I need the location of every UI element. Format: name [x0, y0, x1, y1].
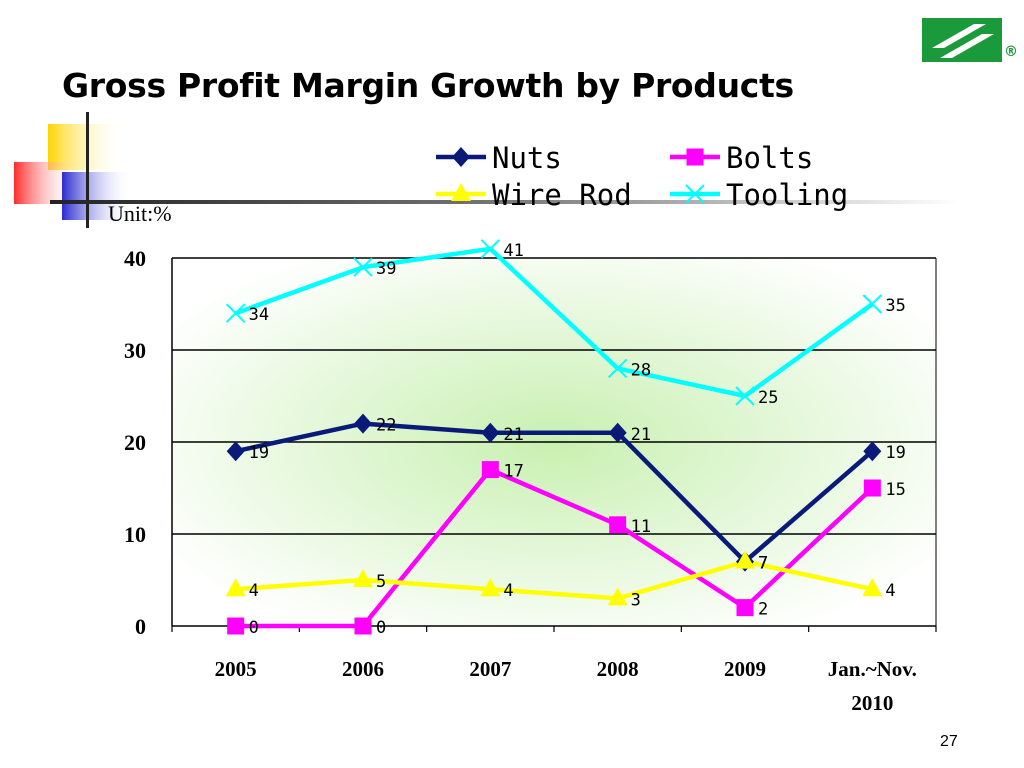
series-line-tooling — [234, 246, 874, 399]
y-tick-label: 0 — [135, 614, 146, 639]
data-point-square — [609, 516, 627, 534]
data-label: 4 — [249, 581, 259, 601]
data-label: 34 — [249, 305, 269, 325]
data-point-triangle — [480, 578, 501, 597]
legend-label: Wire Rod — [492, 178, 632, 212]
registered-mark: ® — [1004, 44, 1018, 60]
company-logo — [922, 18, 1002, 62]
data-point-x — [685, 184, 705, 204]
data-label: 21 — [631, 425, 651, 445]
data-point-triangle — [735, 550, 755, 569]
data-point-diamond — [354, 413, 372, 434]
data-label: 4 — [885, 581, 895, 601]
data-point-x — [862, 294, 883, 314]
data-label: 17 — [503, 462, 523, 482]
data-point-square — [354, 617, 372, 635]
data-label: 19 — [885, 443, 905, 463]
data-label: 19 — [249, 443, 269, 463]
y-tick-label: 40 — [124, 246, 146, 271]
y-tick-label: 30 — [124, 338, 146, 363]
x-tick-label: Jan.~Nov. — [828, 657, 917, 681]
legend-label: Tooling — [726, 178, 848, 212]
data-point-square — [863, 479, 881, 497]
series-line-bolts — [235, 467, 874, 629]
data-point-x — [353, 257, 373, 277]
data-point-triangle — [862, 578, 883, 597]
data-point-diamond — [481, 422, 500, 443]
data-label: 41 — [503, 241, 523, 261]
data-label: 4 — [503, 581, 513, 601]
legend-label: Bolts — [726, 141, 813, 175]
legend-label: Nuts — [492, 141, 562, 175]
data-label: 21 — [503, 425, 523, 445]
x-tick-label: 2009 — [724, 657, 766, 681]
title-decoration — [0, 110, 1024, 240]
x-tick-label: 2006 — [342, 657, 384, 681]
data-point-triangle — [607, 587, 628, 606]
data-point-triangle — [225, 578, 246, 597]
data-label: 11 — [631, 517, 651, 537]
data-label: 0 — [376, 618, 386, 638]
page-number: 27 — [940, 733, 958, 750]
data-label: 35 — [885, 296, 905, 316]
data-label: 2 — [758, 600, 768, 620]
data-point-square — [227, 617, 245, 635]
data-label: 15 — [885, 480, 905, 500]
y-tick-label: 10 — [124, 522, 146, 547]
data-point-diamond — [452, 147, 470, 167]
data-point-diamond — [863, 441, 882, 462]
data-point-triangle — [451, 183, 471, 201]
data-label: 25 — [758, 388, 778, 408]
series-line-nuts — [235, 421, 874, 564]
slide-title: Gross Profit Margin Growth by Products — [62, 66, 794, 105]
data-point-square — [686, 148, 704, 166]
data-label: 39 — [376, 259, 396, 279]
data-label: 5 — [376, 572, 386, 592]
data-point-square — [736, 599, 754, 617]
data-point-diamond — [608, 422, 627, 443]
unit-label: Unit:% — [108, 201, 172, 226]
data-point-diamond — [226, 441, 245, 462]
data-point-x — [735, 386, 755, 406]
data-point-square — [481, 461, 499, 479]
data-label: 22 — [376, 416, 396, 436]
y-tick-label: 20 — [124, 430, 146, 455]
x-tick-label: 2008 — [597, 657, 639, 681]
data-label: 28 — [631, 360, 651, 380]
data-label: 0 — [249, 618, 259, 638]
series-line-wire-rod — [235, 559, 873, 601]
x-tick-label: 2007 — [469, 657, 511, 681]
x-tick-label: 2010 — [851, 691, 893, 715]
data-label: 7 — [758, 554, 768, 574]
data-point-triangle — [353, 569, 373, 587]
data-label: 3 — [631, 590, 641, 610]
data-point-x — [607, 358, 628, 379]
data-point-x — [480, 239, 501, 259]
data-label: 7 — [758, 554, 768, 574]
data-point-x — [225, 303, 246, 323]
x-tick-label: 2005 — [215, 657, 257, 681]
